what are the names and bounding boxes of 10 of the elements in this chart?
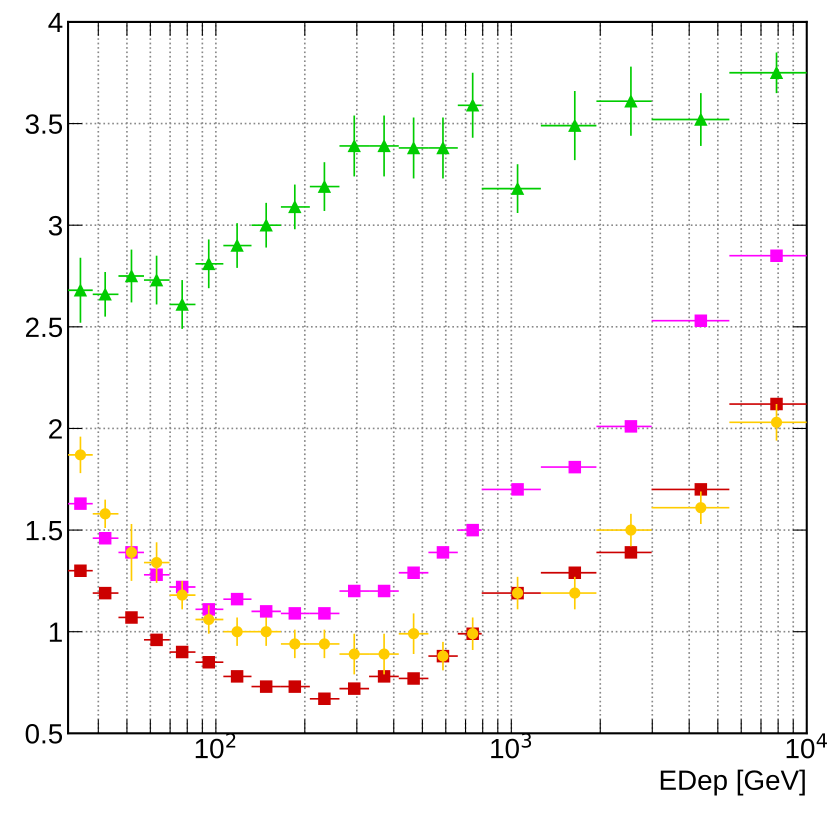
x-tick-label: 10$^{4}$ [786,733,827,758]
y-tick-label: 2 [49,419,62,439]
x-axis-title: EDep [GeV] [660,770,805,796]
y-tick-label: 3 [48,216,62,236]
y-tick-label: 2.5 [26,317,62,338]
y-tick-label: 1.5 [26,521,62,540]
y-tick-label: 1 [50,622,62,642]
y-tick-label: 3.5 [26,114,62,134]
y-tick-label: 4 [48,12,62,32]
y-tick-label: 0.5 [26,724,62,744]
